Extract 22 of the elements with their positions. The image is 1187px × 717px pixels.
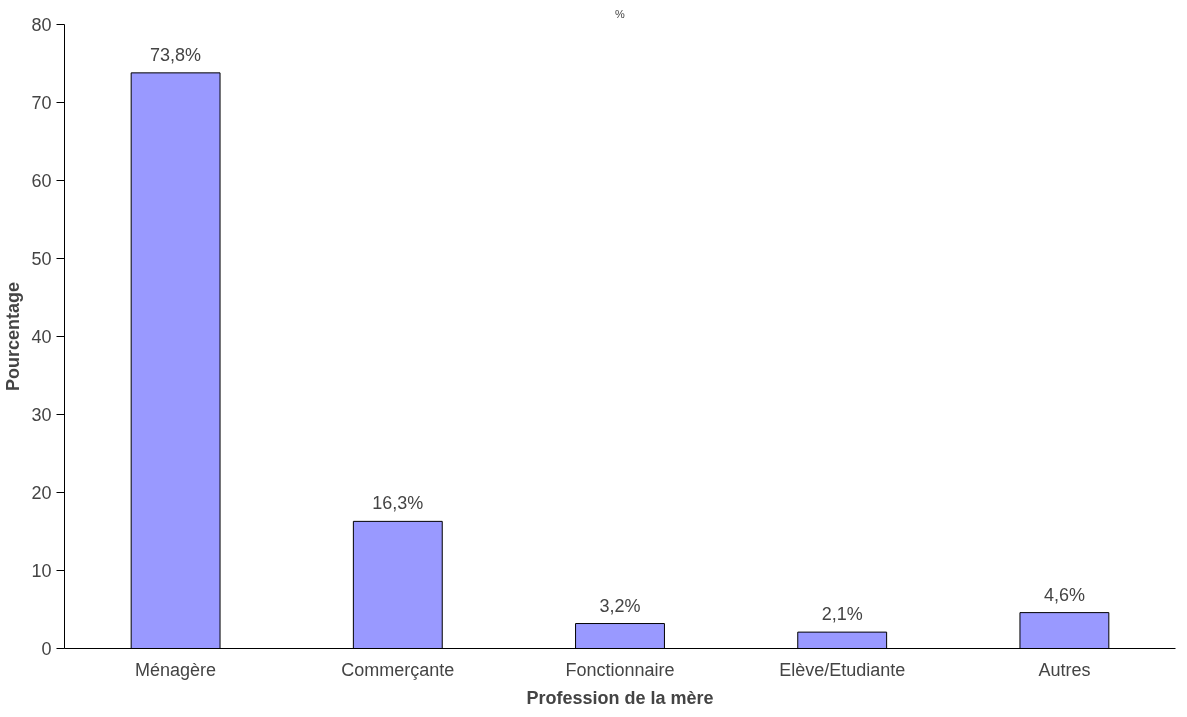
x-tick-label: Elève/Etudiante bbox=[779, 659, 906, 680]
data-label: 16,3% bbox=[372, 493, 424, 514]
y-tick-label: 50 bbox=[31, 249, 52, 269]
x-tick-label: Ménagère bbox=[135, 659, 217, 680]
y-tick-label: 80 bbox=[31, 15, 52, 35]
x-tick-label: Commerçante bbox=[341, 659, 455, 680]
data-label: 3,2% bbox=[599, 595, 641, 616]
data-label: 73,8% bbox=[150, 44, 202, 65]
data-label: 4,6% bbox=[1043, 584, 1085, 605]
data-label: 2,1% bbox=[821, 604, 863, 625]
y-tick-label: 40 bbox=[31, 327, 52, 347]
x-tick-label: Autres bbox=[1038, 659, 1091, 680]
y-axis-title: Pourcentage bbox=[3, 281, 24, 392]
y-tick-label: 20 bbox=[31, 483, 52, 503]
chart-title: % bbox=[615, 7, 626, 20]
x-axis-title: Profession de la mère bbox=[526, 687, 714, 708]
y-tick-label: 10 bbox=[31, 561, 52, 581]
x-tick-label: Fonctionnaire bbox=[565, 659, 675, 680]
y-tick-label: 60 bbox=[31, 171, 52, 191]
y-tick-label: 30 bbox=[31, 405, 52, 425]
y-tick-label: 70 bbox=[31, 93, 52, 113]
y-tick-label: 0 bbox=[41, 639, 52, 659]
